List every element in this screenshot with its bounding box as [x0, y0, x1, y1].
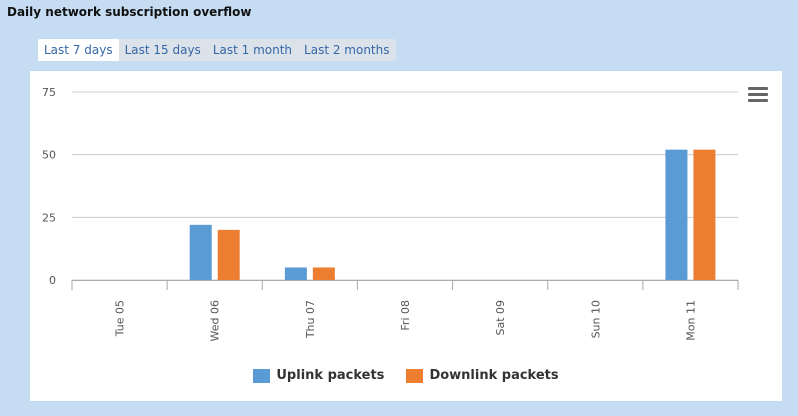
x-tick-label: Mon 11 — [684, 300, 697, 341]
bar-uplink — [665, 149, 688, 280]
chart-menu-icon[interactable] — [748, 87, 768, 103]
chart-legend: Uplink packets Downlink packets — [30, 368, 782, 383]
bar-uplink — [189, 224, 212, 280]
range-tabs: Last 7 days Last 15 days Last 1 month La… — [38, 39, 396, 61]
x-tick-label: Sat 09 — [494, 300, 507, 336]
legend-swatch-uplink — [253, 368, 271, 383]
y-tick-label: 75 — [42, 86, 56, 99]
bar-uplink — [284, 267, 307, 280]
x-tick-label: Wed 06 — [209, 300, 222, 341]
x-tick-label: Sun 10 — [589, 300, 602, 338]
legend-label-downlink: Downlink packets — [429, 368, 559, 383]
bar-downlink — [217, 229, 240, 280]
legend-label-uplink: Uplink packets — [276, 368, 385, 383]
legend-item-uplink[interactable]: Uplink packets — [253, 368, 384, 383]
bar-downlink — [693, 149, 716, 280]
tab-last-2-months[interactable]: Last 2 months — [304, 43, 390, 57]
legend-item-downlink[interactable]: Downlink packets — [406, 368, 559, 383]
tab-last-7-days[interactable]: Last 7 days — [38, 39, 119, 61]
x-tick-label: Thu 07 — [304, 300, 317, 339]
x-tick-label: Fri 08 — [399, 300, 412, 331]
y-tick-label: 0 — [49, 274, 56, 287]
chart-panel: 0 25 50 75 Tue 05 Wed 06 Thu 07 Fri 08 Sat 09 Sun… — [30, 71, 782, 401]
x-tick-label: Tue 05 — [114, 300, 127, 337]
y-tick-label: 50 — [42, 149, 56, 162]
bar-chart: 0 25 50 75 Tue 05 Wed 06 Thu 07 Fri 08 Sat 09 Sun… — [42, 86, 739, 341]
tab-last-15-days[interactable]: Last 15 days — [124, 43, 201, 57]
bar-downlink — [312, 267, 335, 280]
tab-last-1-month[interactable]: Last 1 month — [212, 43, 293, 57]
legend-swatch-downlink — [406, 368, 424, 383]
y-tick-label: 25 — [42, 211, 56, 224]
page-title: Daily network subscription overflow — [7, 5, 252, 19]
